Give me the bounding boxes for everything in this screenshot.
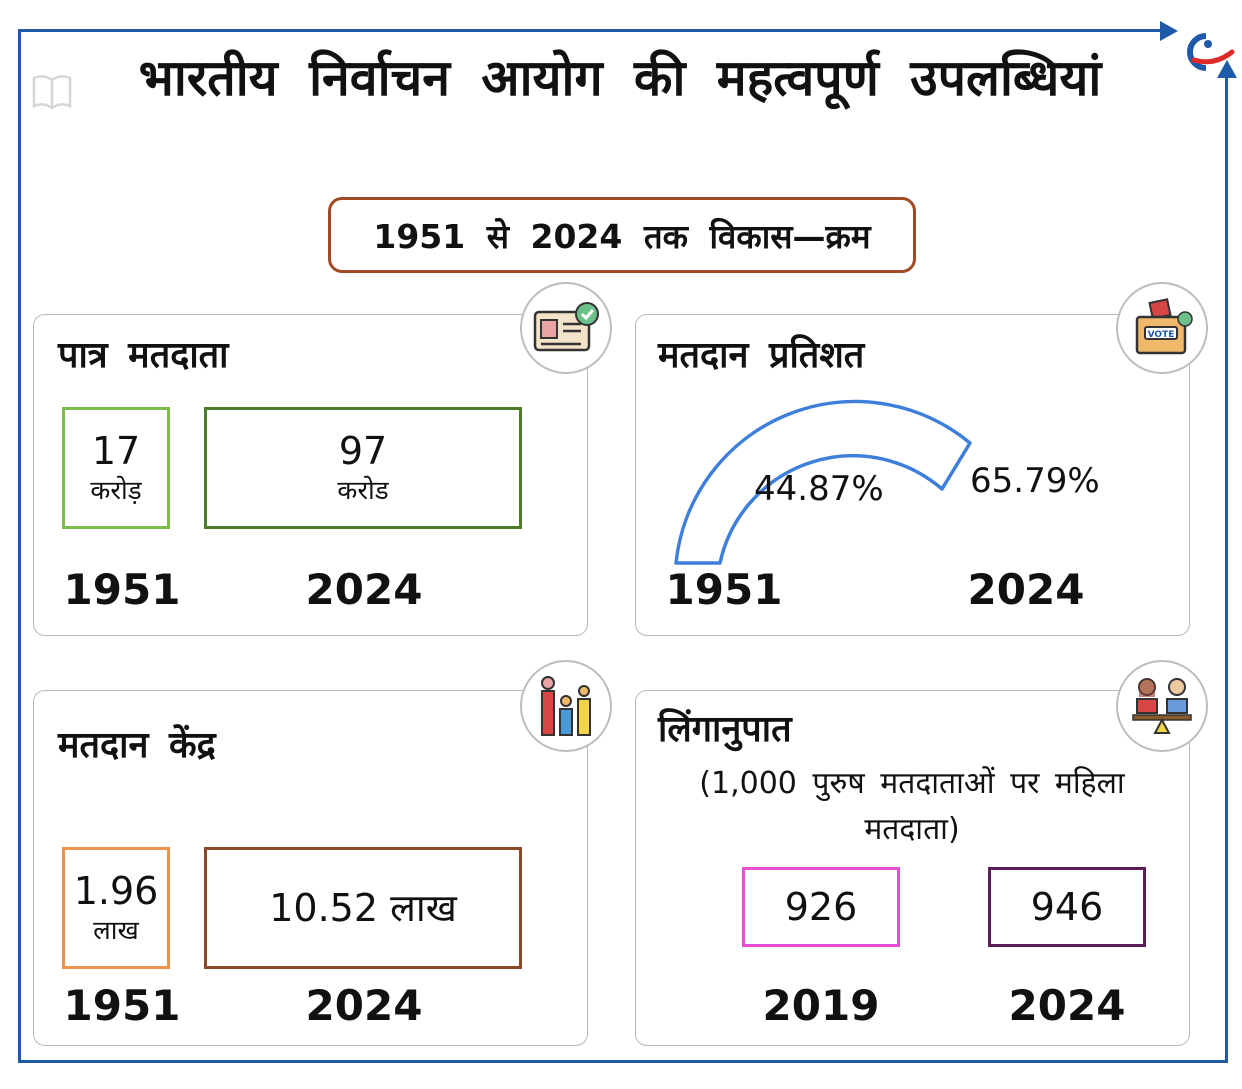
voters-1951-value: 17	[91, 429, 141, 473]
brand-logo-icon	[1187, 33, 1235, 71]
voters-2024-unit: करोड	[337, 476, 389, 506]
turnout-2024-value: 65.79%	[970, 461, 1100, 501]
stations-1951-box: 1.96 लाख	[62, 847, 170, 969]
voter-turnout-card: मतदान प्रतिशत 44.87% 65.79% 1951 2024	[635, 314, 1190, 636]
ratio-2024-value: 946	[1030, 885, 1104, 929]
turnout-year-2024: 2024	[967, 565, 1085, 614]
sex-ratio-title: लिंगानुपात	[658, 709, 792, 750]
turnout-1951-value: 44.87%	[754, 469, 884, 509]
page-title: भारतीय निर्वाचन आयोग की महत्वपूर्ण उपलब्…	[138, 49, 1102, 107]
voters-1951-unit: करोड़	[90, 476, 142, 506]
id-card-icon-circle	[520, 282, 612, 374]
gender-balance-icon	[1132, 678, 1192, 734]
eligible-voters-title: पात्र मतदाता	[58, 335, 229, 376]
stations-year-1951: 1951	[63, 981, 181, 1030]
voters-2024-value: 97	[338, 429, 388, 473]
turnout-arc	[674, 399, 972, 565]
book-watermark-icon	[32, 75, 72, 110]
ratio-year-2019: 2019	[762, 981, 880, 1030]
people-podium-icon	[541, 676, 591, 736]
frame-left-line	[18, 29, 21, 1063]
voters-year-1951: 1951	[63, 565, 181, 614]
svg-text:VOTE: VOTE	[1148, 330, 1175, 340]
frame-right-arrow-icon	[1217, 60, 1237, 78]
voters-1951-box: 17 करोड़	[62, 407, 170, 529]
ratio-2024-box: 946	[988, 867, 1146, 947]
voters-2024-box: 97 करोड	[204, 407, 522, 529]
ratio-2019-value: 926	[784, 885, 858, 929]
stations-year-2024: 2024	[305, 981, 423, 1030]
voter-turnout-title: मतदान प्रतिशत	[658, 335, 865, 376]
stations-1951-value: 1.96	[73, 869, 159, 913]
ratio-year-2024: 2024	[1008, 981, 1126, 1030]
polling-stations-card: मतदान केंद्र 1.96 लाख 10.52 लाख 1951 202…	[33, 690, 588, 1046]
polling-stations-title: मतदान केंद्र	[58, 725, 216, 766]
ballot-icon-circle: VOTE	[1116, 282, 1208, 374]
frame-bottom-line	[18, 1060, 1228, 1063]
stations-2024-box: 10.52 लाख	[204, 847, 522, 969]
timeline-subtitle-text: 1951 से 2024 तक विकास—क्रम	[373, 216, 871, 256]
id-card-check-icon	[533, 302, 599, 352]
stations-2024-value: 10.52 लाख	[269, 886, 457, 930]
turnout-year-1951: 1951	[665, 565, 783, 614]
eligible-voters-card: पात्र मतदाता 17 करोड़ 97 करोड 1951 2024	[33, 314, 588, 636]
turnout-arc-shape	[674, 399, 972, 565]
podium-icon-circle	[520, 660, 612, 752]
timeline-subtitle: 1951 से 2024 तक विकास—क्रम	[328, 197, 916, 273]
voters-year-2024: 2024	[305, 565, 423, 614]
frame-right-line	[1225, 76, 1228, 1063]
frame-top-line	[18, 29, 1168, 32]
stations-1951-unit: लाख	[93, 916, 139, 946]
sex-ratio-note: (1,000 पुरुष मतदाताओं पर महिला मतदाता)	[699, 766, 1125, 847]
ratio-2019-box: 926	[742, 867, 900, 947]
ballot-box-icon: VOTE	[1135, 298, 1193, 355]
sex-ratio-card: लिंगानुपात (1,000 पुरुष मतदाताओं पर महिल…	[635, 690, 1190, 1046]
frame-top-arrow-icon	[1160, 21, 1178, 41]
gender-icon-circle	[1116, 660, 1208, 752]
